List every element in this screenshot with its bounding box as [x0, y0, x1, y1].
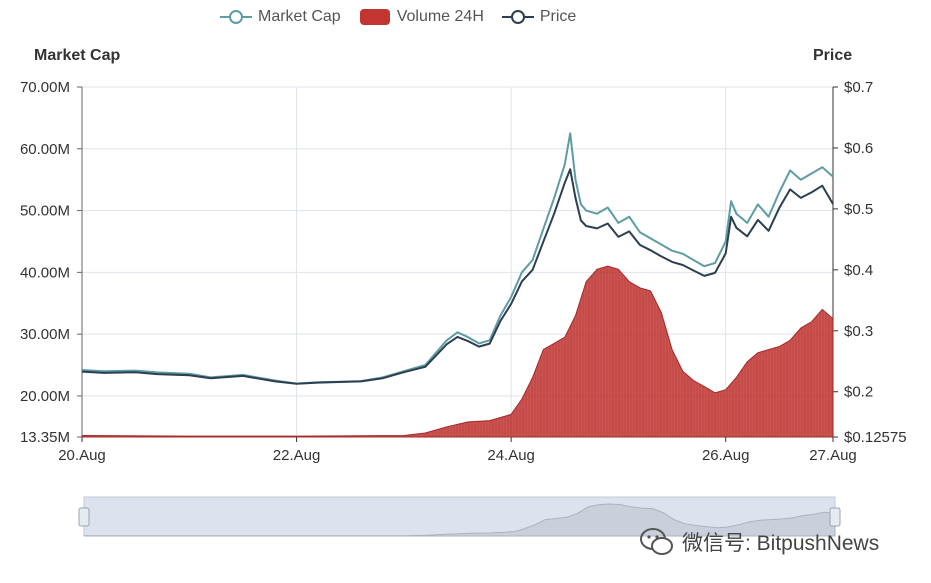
- left-tick-label: 13.35M: [20, 429, 70, 446]
- left-tick-label: 50.00M: [20, 203, 70, 220]
- right-tick-label: $0.2: [844, 384, 873, 401]
- right-tick-label: $0.4: [844, 262, 873, 279]
- price-legend-icon: [501, 10, 534, 24]
- legend-label-volume: Volume 24H: [396, 8, 484, 25]
- wechat-icon: [640, 528, 673, 555]
- market-cap-legend-icon: [220, 10, 252, 24]
- legend-label-market-cap: Market Cap: [258, 8, 341, 25]
- legend-label-price: Price: [539, 8, 577, 25]
- left-tick-label: 20.00M: [20, 388, 70, 405]
- volume-bars: [408, 266, 833, 437]
- zoom-slider-preview: [83, 503, 836, 537]
- left-tick-label: 60.00M: [20, 141, 70, 158]
- watermark-text: 微信号: BitpushNews: [682, 532, 880, 555]
- right-tick-label: $0.5: [844, 201, 873, 218]
- right-tick-label: $0.6: [844, 140, 873, 157]
- right-tick-label: $0.3: [844, 323, 873, 340]
- x-tick-label: 22.Aug: [273, 447, 321, 464]
- right-axis-title: Price: [813, 47, 853, 64]
- left-tick-label: 30.00M: [20, 326, 70, 343]
- x-tick-label: 27.Aug: [809, 447, 857, 464]
- zoom-handle-left[interactable]: [78, 507, 90, 527]
- left-tick-label: 70.00M: [20, 79, 70, 96]
- volume-legend-icon: [359, 9, 390, 25]
- legend-item-volume[interactable]: Volume 24H: [359, 8, 484, 26]
- price-line-series: [81, 168, 834, 385]
- right-tick-label: $0.12575: [844, 429, 907, 446]
- x-tick-label: 26.Aug: [702, 447, 750, 464]
- left-tick-label: 40.00M: [20, 264, 70, 281]
- x-tick-label: 24.Aug: [487, 447, 535, 464]
- legend-item-market-cap[interactable]: Market Cap: [220, 8, 341, 26]
- right-tick-label: $0.7: [844, 79, 873, 96]
- legend: Market Cap Volume 24H Price: [220, 8, 576, 26]
- watermark: 微信号: BitpushNews: [640, 527, 879, 557]
- zoom-handle-right[interactable]: [829, 507, 841, 527]
- market-cap-line-series: [81, 132, 834, 385]
- left-axis-title: Market Cap: [34, 47, 121, 64]
- x-tick-label: 20.Aug: [58, 447, 106, 464]
- volume-area-series: [81, 265, 834, 438]
- legend-item-price[interactable]: Price: [501, 8, 577, 26]
